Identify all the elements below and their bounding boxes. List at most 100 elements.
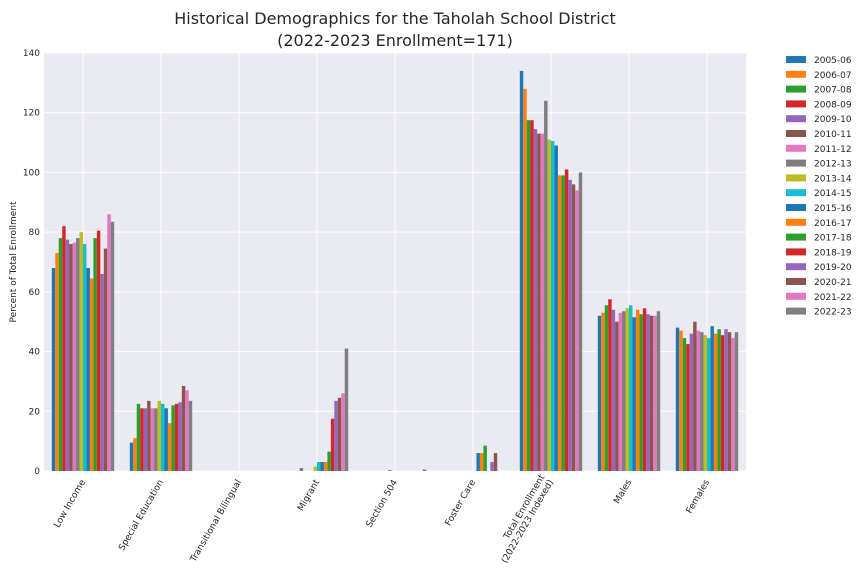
bar bbox=[107, 214, 111, 471]
x-tick-label-line: Females bbox=[685, 478, 712, 516]
legend-entry-label: 2012-13 bbox=[814, 160, 852, 170]
legend-swatch bbox=[786, 144, 806, 152]
legend-entry-label: 2022-23 bbox=[814, 308, 852, 318]
legend-entry-label: 2009-10 bbox=[814, 115, 852, 125]
legend-swatch bbox=[786, 263, 806, 271]
bar bbox=[185, 390, 189, 471]
legend-swatch bbox=[786, 307, 806, 315]
bar bbox=[157, 400, 161, 471]
bar bbox=[526, 120, 531, 471]
bar bbox=[337, 397, 342, 471]
bar bbox=[171, 405, 175, 471]
bar bbox=[642, 308, 647, 471]
bar bbox=[483, 445, 487, 471]
bar bbox=[646, 314, 650, 471]
bar bbox=[561, 175, 565, 471]
legend-entry-label: 2021-22 bbox=[814, 293, 852, 303]
bar bbox=[554, 145, 558, 472]
bar bbox=[86, 267, 90, 471]
legend-entry-label: 2020-21 bbox=[814, 278, 852, 288]
y-axis-label: Percent of Total Enrollment bbox=[9, 201, 19, 323]
bar bbox=[181, 385, 186, 471]
bar bbox=[110, 221, 115, 471]
x-tick-label-line: Transitional Bilingual bbox=[188, 478, 244, 565]
bar bbox=[608, 299, 612, 471]
bar bbox=[734, 332, 739, 471]
legend-entry-label: 2010-11 bbox=[814, 130, 852, 140]
bar bbox=[653, 315, 657, 471]
bar bbox=[611, 309, 616, 471]
legend-swatch bbox=[786, 204, 806, 211]
bar bbox=[317, 462, 321, 471]
bar bbox=[93, 238, 97, 471]
bar bbox=[656, 311, 661, 471]
legend-entry-label: 2014-15 bbox=[814, 189, 852, 199]
bar bbox=[422, 469, 427, 471]
bar bbox=[727, 332, 732, 471]
legend-entry-label: 2017-18 bbox=[814, 234, 852, 244]
bar bbox=[689, 333, 694, 471]
bar bbox=[731, 338, 735, 471]
bar bbox=[129, 442, 134, 471]
x-tick-label-line: Special Education bbox=[117, 478, 166, 552]
bar bbox=[693, 321, 697, 471]
x-tick-label-line: Low Income bbox=[53, 478, 89, 530]
bar bbox=[299, 468, 304, 471]
bar bbox=[65, 239, 70, 471]
x-tick-label: Section 504 bbox=[365, 478, 401, 530]
x-tick-label: Low Income bbox=[53, 478, 89, 530]
bar bbox=[618, 312, 623, 471]
bar bbox=[682, 338, 687, 471]
legend-entry-label: 2006-07 bbox=[814, 71, 852, 81]
bar bbox=[578, 172, 583, 471]
bar bbox=[388, 470, 392, 471]
bar bbox=[140, 408, 144, 471]
bar bbox=[629, 305, 633, 471]
chart-title-line-2: (2022-2023 Enrollment=171) bbox=[277, 31, 513, 50]
bar bbox=[476, 453, 480, 471]
bar bbox=[136, 403, 141, 471]
y-tick-label: 140 bbox=[23, 49, 40, 59]
bar bbox=[164, 408, 168, 471]
bar bbox=[649, 315, 654, 471]
bar bbox=[188, 400, 193, 471]
legend-swatch bbox=[786, 70, 806, 78]
bar bbox=[675, 327, 680, 471]
bar bbox=[103, 248, 108, 471]
legend-entry-label: 2013-14 bbox=[814, 174, 852, 184]
x-tick-label: Total Enrollment(2022-2023 Indexed) bbox=[500, 473, 556, 565]
bar bbox=[490, 462, 494, 471]
x-tick-label-line: Section 504 bbox=[365, 478, 401, 530]
bar bbox=[174, 403, 179, 471]
legend-swatch bbox=[786, 218, 806, 226]
bar bbox=[334, 400, 338, 471]
legend-entry-label: 2018-19 bbox=[814, 248, 852, 258]
bar bbox=[533, 129, 538, 471]
bar bbox=[523, 88, 527, 471]
legend-swatch bbox=[786, 100, 806, 108]
x-tick-label: Males bbox=[612, 478, 634, 506]
bar bbox=[313, 466, 317, 471]
bar bbox=[615, 321, 619, 471]
legend-swatch bbox=[786, 278, 806, 285]
bar bbox=[686, 344, 690, 471]
bar bbox=[601, 312, 605, 471]
bar bbox=[625, 308, 629, 471]
bar bbox=[571, 184, 576, 471]
bar bbox=[147, 400, 151, 471]
bar bbox=[167, 423, 172, 471]
y-tick-label: 20 bbox=[29, 407, 41, 417]
legend-entry-label: 2011-12 bbox=[814, 145, 852, 155]
legend-entry-label: 2005-06 bbox=[814, 56, 852, 66]
bar bbox=[479, 453, 484, 471]
x-tick-label: Females bbox=[685, 478, 712, 516]
bar bbox=[537, 133, 541, 471]
bar bbox=[143, 408, 148, 471]
bar bbox=[58, 238, 63, 471]
legend-swatch bbox=[786, 115, 806, 123]
bar bbox=[76, 238, 80, 471]
bar bbox=[161, 403, 165, 471]
bar bbox=[79, 232, 83, 471]
bar bbox=[530, 120, 534, 471]
